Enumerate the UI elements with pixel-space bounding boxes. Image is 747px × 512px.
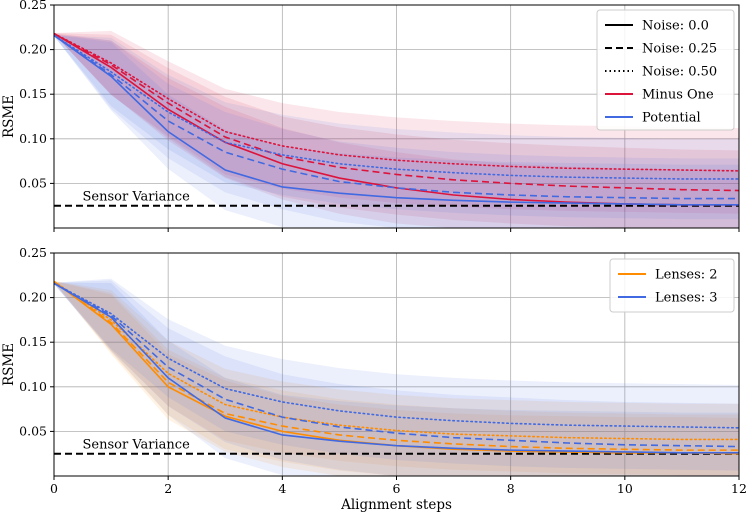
series-line: [54, 32, 739, 192]
x-tick-label: 2: [164, 481, 172, 496]
series-line: [54, 280, 739, 451]
plot-area: [54, 30, 739, 228]
confidence-band: [54, 34, 739, 228]
confidence-band: [54, 282, 739, 476]
legend-entry: Noise: 0.50: [642, 65, 717, 80]
legend-entry: Potential: [642, 111, 701, 126]
y-tick-label: 0.10: [19, 131, 47, 146]
series-line: [54, 34, 739, 206]
x-tick-label: 8: [507, 481, 515, 496]
sensor-variance-label: Sensor Variance: [83, 438, 191, 453]
series-line: [54, 282, 739, 429]
y-axis-label: RSME: [1, 95, 17, 138]
legend-box: [609, 258, 735, 313]
x-tick-label: 0: [50, 481, 58, 496]
legend-entry: Noise: 0.0: [642, 19, 709, 34]
confidence-band: [54, 33, 739, 228]
y-tick-label: 0.15: [19, 334, 47, 349]
x-axis-label: Alignment steps: [340, 497, 452, 512]
y-tick-label: 0.20: [19, 290, 47, 305]
y-tick-label: 0.10: [19, 379, 47, 394]
legend-box: [596, 9, 735, 131]
confidence-band: [54, 280, 739, 476]
y-tick-label: 0.20: [19, 42, 47, 57]
confidence-band: [54, 278, 739, 471]
confidence-band: [54, 34, 739, 220]
series-line: [54, 32, 739, 172]
legend-entry: Lenses: 3: [655, 291, 718, 306]
confidence-band: [54, 281, 739, 476]
plot-area: [54, 278, 739, 476]
legend: Lenses: 2 Lenses: 3: [609, 258, 735, 313]
y-tick-label: 0.25: [19, 245, 47, 260]
series-line: [54, 282, 739, 448]
sensor-variance-label: Sensor Variance: [83, 190, 191, 205]
x-tick-label: 6: [393, 481, 401, 496]
confidence-band: [54, 33, 739, 228]
confidence-band: [54, 30, 739, 214]
x-tick-label: 4: [278, 481, 286, 496]
legend-entry: Lenses: 2: [655, 268, 718, 283]
series-line: [54, 34, 739, 200]
series-line: [54, 280, 739, 441]
confidence-band: [54, 281, 739, 476]
legend-entry: Noise: 0.25: [642, 42, 717, 57]
confidence-band: [54, 281, 739, 476]
y-tick-label: 0.05: [19, 175, 47, 190]
bottom-panel: Sensor Variance 0 2 4 6 8 10 12 0.05 0.10 0.15 0.20…: [1, 245, 747, 512]
series-line: [54, 282, 739, 454]
confidence-band: [54, 34, 739, 228]
y-tick-label: 0.25: [19, 0, 47, 12]
x-tick-label: 12: [731, 481, 747, 496]
top-panel: Sensor Variance 0.05 0.10 0.15 0.20 0.25 RSME N…: [1, 0, 740, 232]
series-line: [54, 34, 739, 180]
legend: Noise: 0.0 Noise: 0.25 Noise: 0.50 Minus On…: [596, 9, 735, 131]
x-tick-label: 10: [617, 481, 633, 496]
y-axis-label: RSME: [1, 343, 17, 386]
legend-entry: Minus One: [642, 88, 714, 103]
y-tick-label: 0.05: [19, 423, 47, 438]
y-tick-label: 0.15: [19, 86, 47, 101]
